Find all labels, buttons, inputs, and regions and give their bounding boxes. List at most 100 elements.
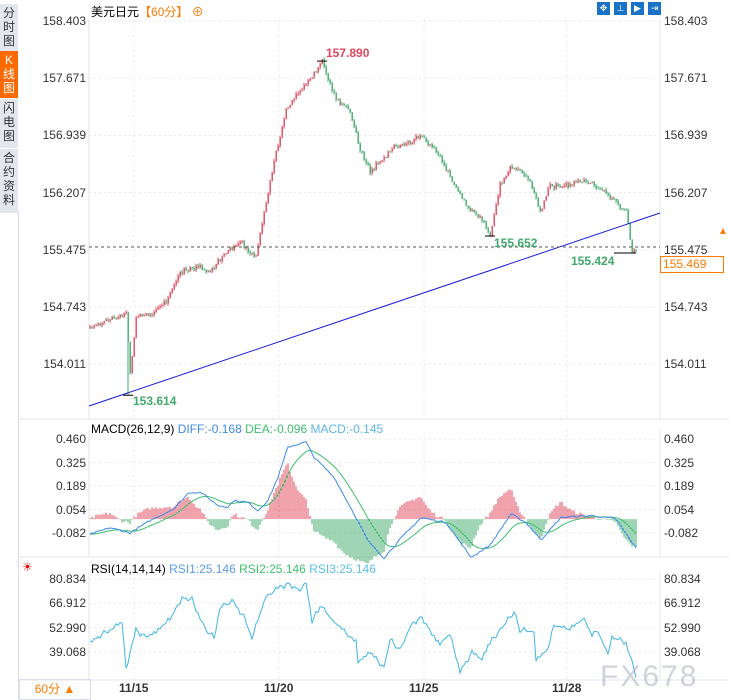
candle: [483, 220, 485, 223]
candle: [365, 159, 367, 164]
diff-line: [89, 440, 637, 560]
candle: [559, 185, 561, 188]
candle: [545, 196, 547, 201]
candle: [577, 180, 579, 183]
candle: [607, 193, 609, 196]
candle: [449, 170, 451, 177]
candle: [193, 268, 195, 270]
candle: [623, 209, 625, 211]
candle: [337, 99, 339, 101]
candle: [353, 120, 355, 127]
candle: [411, 142, 413, 144]
candle: [419, 135, 421, 139]
candle: [549, 184, 551, 189]
candle: [115, 318, 117, 320]
candle: [523, 173, 525, 176]
x-tick-label: 11/15: [119, 681, 149, 695]
play-icon[interactable]: ▶: [631, 2, 644, 15]
add-indicator-icon[interactable]: ⊕: [191, 5, 204, 19]
candle: [259, 233, 261, 246]
y-tick-right: 80.834: [664, 572, 701, 586]
candle: [409, 141, 411, 144]
period-label[interactable]: 【60分】: [139, 5, 189, 19]
candle: [167, 297, 169, 304]
candle: [439, 154, 441, 156]
candle: [187, 269, 189, 272]
candle: [459, 191, 461, 194]
exit-icon[interactable]: ⇥: [648, 2, 661, 15]
candle: [543, 200, 545, 209]
period-selector[interactable]: 60分 ▲: [19, 679, 91, 700]
candle: [345, 105, 347, 107]
candle: [319, 63, 321, 68]
candle: [195, 265, 197, 270]
candle: [201, 265, 203, 270]
tab-contract-info[interactable]: 合约资料: [0, 149, 18, 214]
candle: [109, 319, 111, 321]
candle: [303, 84, 305, 90]
candle: [135, 316, 137, 338]
candle: [387, 151, 389, 158]
candle: [277, 145, 279, 151]
y-tick-left: 156.939: [42, 128, 86, 143]
macd-dea-value: DEA:-0.096: [245, 422, 308, 436]
tab-flash-chart[interactable]: 闪电图: [0, 99, 18, 149]
candle: [333, 90, 335, 93]
candle: [91, 327, 93, 329]
candle: [519, 168, 521, 171]
y-tick-left: 154.743: [42, 300, 86, 314]
candle: [241, 240, 243, 242]
candle: [447, 170, 449, 172]
candle: [111, 316, 113, 320]
candle: [471, 209, 473, 212]
candle: [625, 209, 627, 211]
candle: [123, 313, 125, 317]
candle: [539, 206, 541, 212]
tab-time-chart[interactable]: 分时图: [0, 4, 18, 52]
candle: [389, 151, 391, 153]
rsi-settings-icon[interactable]: ☀: [22, 560, 33, 574]
candle: [591, 181, 593, 184]
candle: [329, 79, 331, 83]
candle: [627, 210, 629, 224]
candle: [231, 247, 233, 251]
candle: [405, 143, 407, 146]
candle: [309, 78, 311, 81]
candle: [127, 312, 129, 342]
candle: [307, 80, 309, 85]
candle: [343, 104, 345, 106]
candle: [479, 216, 481, 218]
candle: [151, 314, 153, 316]
candle: [237, 243, 239, 246]
candle: [117, 317, 119, 320]
x-tick-label: 11/20: [264, 681, 294, 695]
candle: [205, 269, 207, 273]
candle: [583, 179, 585, 182]
candle: [531, 180, 533, 189]
candle: [147, 313, 149, 316]
candle: [161, 305, 163, 307]
candle: [235, 245, 237, 247]
candle: [169, 292, 171, 298]
y-tick-left: -0.082: [51, 526, 86, 540]
candle: [551, 184, 553, 187]
candle: [243, 240, 245, 249]
crosshair-icon[interactable]: ✥: [597, 2, 610, 15]
candle: [245, 247, 247, 249]
candle: [463, 198, 465, 200]
candle: [183, 267, 185, 275]
y-tick-left: 0.189: [55, 479, 86, 493]
candle: [613, 198, 615, 200]
range-icon[interactable]: ⊥: [614, 2, 627, 15]
candle: [529, 179, 531, 181]
y-tick-left: 0.325: [55, 455, 86, 470]
candle: [153, 311, 155, 316]
y-tick-right: 154.743: [664, 300, 708, 314]
tab-kline[interactable]: K线图: [0, 51, 18, 99]
candle: [129, 341, 131, 374]
y-tick-right: 39.068: [664, 644, 701, 659]
candle: [209, 270, 211, 272]
y-tick-left: 155.475: [42, 242, 86, 257]
candle: [369, 164, 371, 174]
